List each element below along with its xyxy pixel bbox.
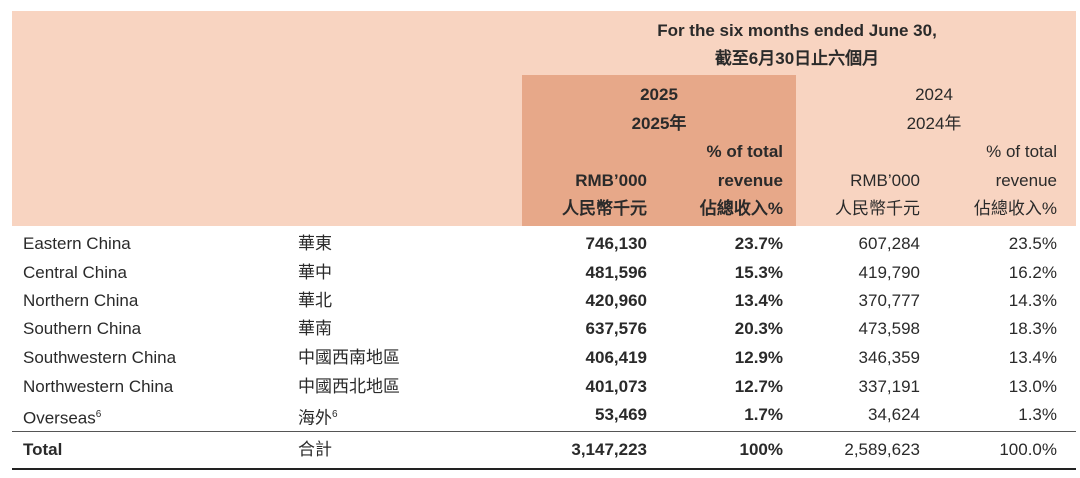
pct-2024: 14.3% xyxy=(1008,291,1057,310)
amount-2025: 420,960 xyxy=(585,291,647,310)
total-pct-2024: 100.0% xyxy=(999,440,1057,459)
pct-2025: 1.7% xyxy=(744,405,783,424)
region-zh: 華東 xyxy=(298,234,332,253)
pct-label-2025-zh: 佔總收入% xyxy=(699,199,783,218)
region-zh: 華北 xyxy=(298,291,332,310)
amount-2024: 607,284 xyxy=(858,234,920,253)
total-pct-2025: 100% xyxy=(739,440,783,459)
amount-2024: 346,359 xyxy=(858,348,920,367)
total-amount-2025: 3,147,223 xyxy=(571,440,647,459)
region-en: Overseas6 xyxy=(23,408,102,428)
amount-label-2025-zh: 人民幣千元 xyxy=(562,199,647,218)
pct-2024: 13.0% xyxy=(1008,377,1057,396)
amount-2025: 637,576 xyxy=(585,319,647,338)
period-title-zh: 截至6月30日止六個月 xyxy=(714,49,880,68)
footnote-marker: 6 xyxy=(332,409,338,420)
pct-label-2024-line2: revenue xyxy=(995,171,1057,190)
amount-2024: 34,624 xyxy=(868,405,920,424)
pct-2025: 15.3% xyxy=(734,263,783,282)
amount-2025: 53,469 xyxy=(595,405,647,424)
amount-2024: 419,790 xyxy=(858,263,920,282)
total-label-en: Total xyxy=(23,440,63,459)
amount-label-2024: RMB’000 xyxy=(850,171,920,190)
pct-2025: 12.9% xyxy=(734,348,783,367)
year-2024-zh: 2024年 xyxy=(906,114,962,133)
total-separator-line xyxy=(12,431,1076,432)
region-en: Southern China xyxy=(23,319,142,338)
pct-2025: 23.7% xyxy=(734,234,783,253)
region-en: Eastern China xyxy=(23,234,131,253)
pct-2024: 23.5% xyxy=(1008,234,1057,253)
pct-2025: 20.3% xyxy=(734,319,783,338)
pct-label-2025-line1: % of total xyxy=(706,142,784,161)
region-en: Northern China xyxy=(23,291,139,310)
region-zh: 中國西南地區 xyxy=(298,348,400,367)
table-bottom-line xyxy=(12,468,1076,470)
region-zh: 華中 xyxy=(298,263,332,282)
region-en: Northwestern China xyxy=(23,377,174,396)
pct-label-2024-line1: % of total xyxy=(986,142,1057,161)
amount-label-2024-zh: 人民幣千元 xyxy=(835,199,920,218)
pct-2024: 13.4% xyxy=(1008,348,1057,367)
amount-2024: 473,598 xyxy=(858,319,920,338)
total-amount-2024: 2,589,623 xyxy=(844,440,920,459)
pct-2024: 1.3% xyxy=(1018,405,1057,424)
year-2025-zh: 2025年 xyxy=(631,114,687,133)
pct-2024: 16.2% xyxy=(1008,263,1057,282)
pct-label-2025-line2: revenue xyxy=(717,171,783,190)
total-label-zh: 合計 xyxy=(298,440,332,459)
year-2025: 2025 xyxy=(640,85,678,104)
footnote-marker: 6 xyxy=(95,409,102,420)
amount-2024: 337,191 xyxy=(858,377,920,396)
pct-2024: 18.3% xyxy=(1008,319,1057,338)
amount-label-2025: RMB’000 xyxy=(575,171,647,190)
amount-2025: 481,596 xyxy=(585,263,647,282)
pct-label-2024-zh: 佔總收入% xyxy=(973,199,1057,218)
amount-2025: 406,419 xyxy=(585,348,647,367)
year-2024: 2024 xyxy=(915,85,953,104)
region-en: Central China xyxy=(23,263,127,282)
year-2025-highlight xyxy=(522,75,796,226)
amount-2024: 370,777 xyxy=(858,291,920,310)
region-en: Southwestern China xyxy=(23,348,177,367)
pct-2025: 12.7% xyxy=(734,377,783,396)
pct-2025: 13.4% xyxy=(734,291,783,310)
amount-2025: 746,130 xyxy=(585,234,647,253)
amount-2025: 401,073 xyxy=(585,377,647,396)
region-zh: 華南 xyxy=(298,319,332,338)
period-title-en: For the six months ended June 30, xyxy=(657,21,937,40)
region-zh: 海外6 xyxy=(298,408,338,428)
region-zh: 中國西北地區 xyxy=(298,377,400,396)
